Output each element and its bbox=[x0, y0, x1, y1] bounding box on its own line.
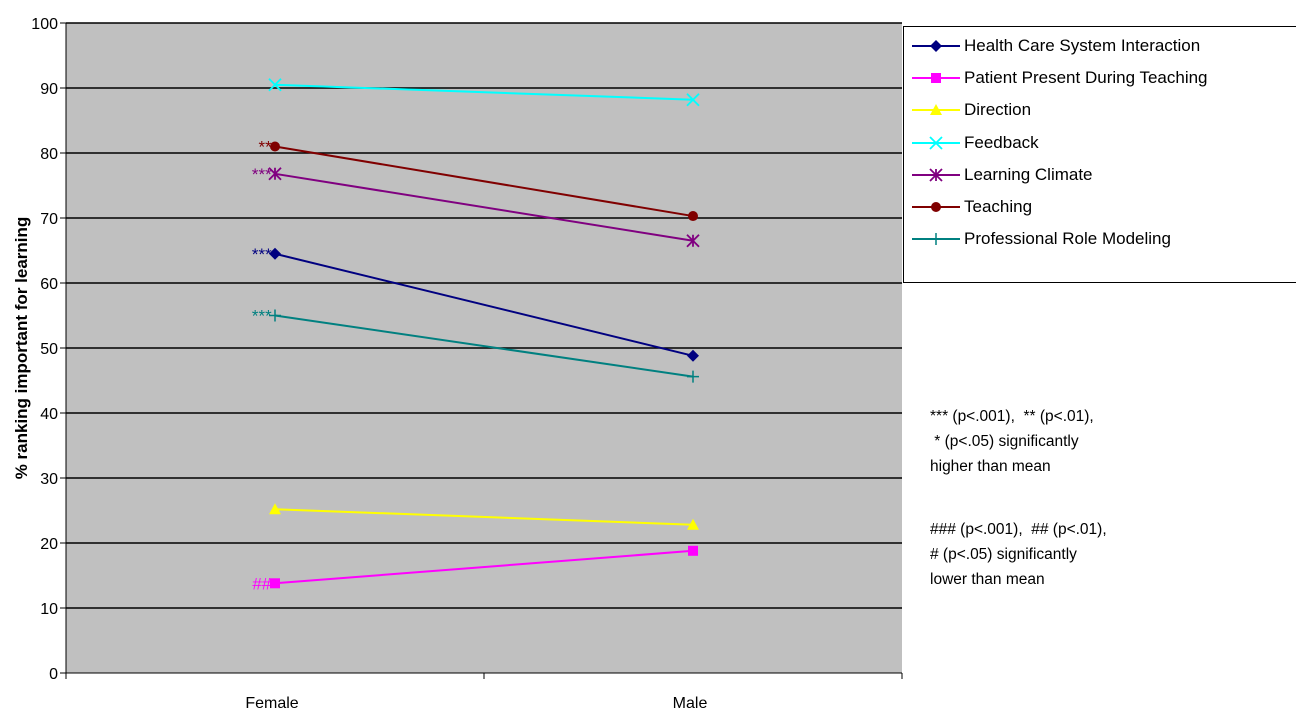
significance-marker: *** bbox=[251, 307, 272, 326]
note-line: lower than mean bbox=[930, 571, 1045, 588]
data-point bbox=[687, 349, 699, 362]
y-axis-label: % ranking important for learning bbox=[12, 217, 31, 480]
series-3 bbox=[268, 78, 700, 107]
series-line bbox=[274, 314, 694, 378]
data-point bbox=[686, 234, 700, 248]
legend-swatch bbox=[912, 202, 960, 212]
y-tick-label: 40 bbox=[40, 406, 58, 423]
series-line bbox=[274, 145, 694, 218]
legend-label: Patient Present During Teaching bbox=[964, 68, 1208, 88]
series-line bbox=[274, 172, 694, 242]
data-point bbox=[268, 78, 282, 92]
data-point bbox=[687, 518, 699, 530]
data-point bbox=[268, 167, 282, 181]
legend-label: Professional Role Modeling bbox=[964, 229, 1171, 249]
legend-swatch bbox=[912, 40, 960, 52]
series-2 bbox=[269, 503, 699, 530]
legend-swatch bbox=[912, 233, 960, 246]
y-tick-label: 100 bbox=[31, 16, 58, 33]
note-line: higher than mean bbox=[930, 458, 1051, 475]
legend-label: Teaching bbox=[964, 197, 1033, 216]
legend-label: Direction bbox=[964, 100, 1032, 120]
y-tick-label: 30 bbox=[40, 471, 58, 488]
note-line: *** (p<.001), ** (p<.01), bbox=[930, 408, 1094, 425]
series-5 bbox=[270, 141, 698, 222]
x-tick-label: Male bbox=[673, 695, 708, 712]
series-6 bbox=[269, 309, 699, 383]
significance-note-lower: ### (p<.001), ## (p<.01), # (p<.05) sign… bbox=[930, 517, 1107, 592]
significance-note-higher: *** (p<.001), ** (p<.01), * (p<.05) sign… bbox=[930, 404, 1094, 479]
note-line: ### (p<.001), ## (p<.01), bbox=[930, 521, 1107, 538]
y-tick-label: 10 bbox=[40, 601, 58, 618]
legend-entry: Teaching bbox=[910, 194, 1032, 220]
series-line bbox=[274, 252, 694, 357]
legend-swatch bbox=[912, 135, 960, 150]
data-point bbox=[688, 545, 698, 556]
significance-marker: ** bbox=[258, 138, 273, 157]
legend-label: Feedback bbox=[964, 132, 1039, 152]
series-line bbox=[274, 549, 694, 585]
legend-entry: Learning Climate bbox=[910, 162, 1093, 188]
series-line bbox=[274, 83, 694, 101]
legend-swatch bbox=[912, 104, 960, 116]
note-line: * (p<.05) significantly bbox=[930, 433, 1079, 450]
significance-marker: *** bbox=[251, 165, 272, 184]
legend-marker bbox=[930, 233, 942, 246]
series-1 bbox=[270, 545, 698, 589]
y-tick-label: 50 bbox=[40, 341, 58, 358]
significance-marker: *** bbox=[251, 245, 272, 264]
y-tick-label: 80 bbox=[40, 146, 58, 163]
legend-marker bbox=[931, 73, 941, 84]
legend-entry: Patient Present During Teaching bbox=[910, 65, 1208, 91]
y-tick-label: 90 bbox=[40, 81, 58, 98]
note-line: # (p<.05) significantly bbox=[930, 546, 1077, 563]
legend-marker bbox=[930, 40, 942, 52]
data-point bbox=[687, 370, 699, 383]
legend-entry: Direction bbox=[910, 97, 1031, 123]
legend-entry: Health Care System Interaction bbox=[910, 33, 1200, 59]
legend-swatch bbox=[912, 168, 960, 182]
series-4 bbox=[268, 167, 700, 248]
legend-marker bbox=[931, 202, 941, 212]
data-point bbox=[270, 578, 280, 589]
y-tick-label: 70 bbox=[40, 211, 58, 228]
legend-entry: Professional Role Modeling bbox=[910, 226, 1171, 252]
data-point bbox=[270, 141, 280, 152]
data-point bbox=[269, 503, 281, 515]
legend-label: Health Care System Interaction bbox=[964, 36, 1201, 55]
data-point bbox=[688, 211, 698, 222]
data-point bbox=[269, 247, 281, 260]
data-point bbox=[686, 93, 700, 107]
series-line bbox=[274, 508, 694, 526]
legend-marker bbox=[929, 168, 943, 182]
x-tick-label: Female bbox=[245, 695, 298, 712]
y-tick-label: 20 bbox=[40, 536, 58, 553]
legend-marker bbox=[930, 104, 942, 116]
legend-entry: Feedback bbox=[910, 130, 1039, 156]
y-tick-label: 0 bbox=[49, 666, 58, 683]
legend-swatch bbox=[912, 73, 960, 84]
significance-marker: ## bbox=[252, 574, 271, 593]
legend-marker bbox=[929, 135, 943, 150]
legend: Health Care System Interaction Patient Pr… bbox=[903, 26, 1296, 283]
data-point bbox=[269, 309, 281, 322]
series-0 bbox=[269, 247, 699, 362]
y-tick-label: 60 bbox=[40, 276, 58, 293]
legend-label: Learning Climate bbox=[964, 164, 1093, 184]
